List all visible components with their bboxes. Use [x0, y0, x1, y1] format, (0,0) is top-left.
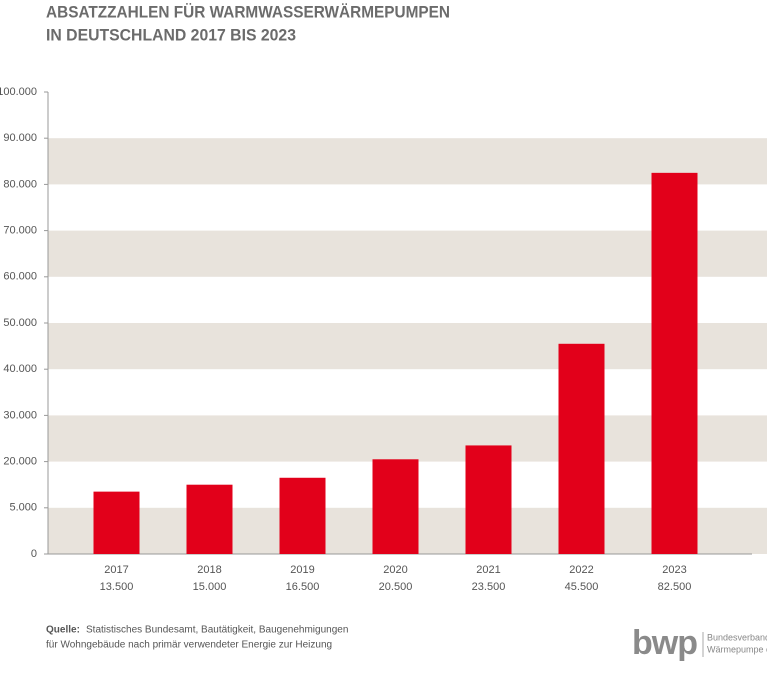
bar: [651, 172, 698, 554]
value-label: 13.500: [100, 581, 134, 593]
y-tick-label: 80.000: [3, 178, 37, 190]
x-tick-label: 2023: [662, 564, 686, 576]
x-tick-label: 2022: [569, 564, 593, 576]
stripe: [48, 230, 767, 277]
stripe: [48, 323, 767, 370]
value-label: 20.500: [379, 581, 413, 593]
x-tick-label: 2017: [104, 564, 128, 576]
y-tick-label: 30.000: [3, 409, 37, 421]
y-tick-label: 20.000: [3, 456, 37, 468]
y-tick-label: 0: [31, 548, 37, 560]
y-tick-label: 70.000: [3, 225, 37, 237]
source-label: Quelle:: [46, 625, 80, 636]
x-tick-label: 2021: [476, 564, 500, 576]
x-tick-label: 2020: [383, 564, 407, 576]
bar: [93, 491, 140, 554]
chart-title: IN DEUTSCHLAND 2017 BIS 2023: [46, 25, 296, 44]
bar: [558, 343, 605, 554]
bar: [372, 459, 419, 554]
x-tick-label: 2018: [197, 564, 221, 576]
source-text: Statistisches Bundesamt, Bautätigkeit, B…: [86, 625, 348, 636]
value-label: 45.500: [565, 581, 599, 593]
y-tick-label: 50.000: [3, 317, 37, 329]
y-tick-label: 60.000: [3, 271, 37, 283]
logo-text: Wärmepumpe e.V.: [707, 644, 767, 654]
bar: [279, 477, 326, 554]
stripe: [48, 138, 767, 185]
source-text: für Wohngebäude nach primär verwendeter …: [46, 640, 332, 651]
y-tick-label: 5.000: [9, 502, 37, 514]
x-tick-label: 2019: [290, 564, 314, 576]
logo-mark: bwp: [632, 624, 697, 662]
y-tick-label: 100.000: [0, 86, 37, 98]
y-tick-label: 90.000: [3, 132, 37, 144]
logo-text: Bundesverband: [707, 632, 767, 642]
bar: [465, 445, 512, 554]
stripe: [48, 415, 767, 462]
chart-title: ABSATZZAHLEN FÜR WARMWASSERWÄRMEPUMPEN: [46, 2, 450, 21]
plot-area: [44, 91, 767, 555]
value-label: 23.500: [472, 581, 506, 593]
y-tick-label: 40.000: [3, 363, 37, 375]
bar: [186, 484, 233, 554]
value-label: 16.500: [286, 581, 320, 593]
value-label: 15.000: [193, 581, 227, 593]
value-label: 82.500: [658, 581, 692, 593]
